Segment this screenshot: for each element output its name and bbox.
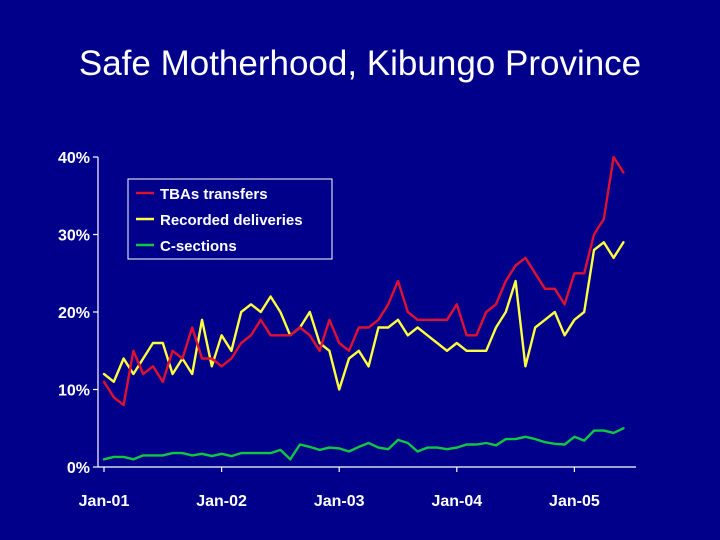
x-tick-label: Jan-05 xyxy=(549,493,600,510)
y-tick-label: 30% xyxy=(58,228,90,245)
x-tick-label: Jan-01 xyxy=(79,493,130,510)
x-tick-label: Jan-04 xyxy=(431,493,482,510)
y-tick-label: 20% xyxy=(58,305,90,322)
y-tick-label: 10% xyxy=(58,383,90,400)
legend-label-c-sections: C-sections xyxy=(160,238,237,255)
chart-axes: 0% 10% 20% 30% 40% Jan-01 Jan-02 Jan-03 Jan-04 Ja… xyxy=(58,150,636,510)
legend: TBAs transfers Recorded deliveries C-secti… xyxy=(127,178,333,260)
legend-label-recorded-deliveries: Recorded deliveries xyxy=(160,212,303,229)
legend-box xyxy=(127,178,333,260)
slide-title: Safe Motherhood, Kibungo Province xyxy=(78,44,642,83)
x-tick-label: Jan-03 xyxy=(314,493,365,510)
series-line-recorded-deliveries xyxy=(102,241,625,391)
y-tick-label: 40% xyxy=(58,150,90,167)
series-layer xyxy=(102,155,625,461)
y-tick-label: 0% xyxy=(67,460,90,477)
legend-label-tbas-transfers: TBAs transfers xyxy=(160,186,268,203)
series-line-c-sections xyxy=(102,427,625,461)
series-line-tbas-transfers xyxy=(102,155,625,407)
x-tick-label: Jan-02 xyxy=(196,493,247,510)
